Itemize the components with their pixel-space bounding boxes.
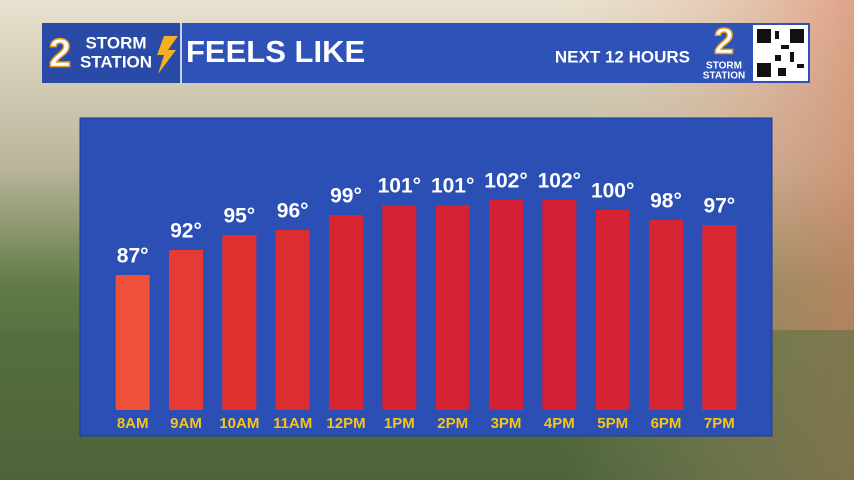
value-label: 99° <box>330 185 362 208</box>
bar <box>329 215 363 410</box>
chart-subtitle: NEXT 12 HOURS <box>555 47 690 66</box>
bar <box>489 200 523 410</box>
value-label: 87° <box>117 245 149 268</box>
logo-number: 2 <box>49 32 71 76</box>
value-label: 100° <box>591 180 634 203</box>
x-tick-label: 5PM <box>597 415 628 432</box>
logo-line1: STORM <box>706 61 742 72</box>
x-tick-label: 4PM <box>544 415 575 432</box>
x-tick-label: 9AM <box>170 415 202 432</box>
x-tick-label: 7PM <box>704 415 735 432</box>
value-label: 101° <box>431 175 474 198</box>
logo-line2: STATION <box>703 71 745 82</box>
value-label: 101° <box>378 175 421 198</box>
x-tick-label: 1PM <box>384 415 415 432</box>
bar <box>275 230 310 410</box>
x-tick-label: 12PM <box>326 415 365 432</box>
x-tick-label: 2PM <box>437 415 468 432</box>
x-tick-label: 10AM <box>219 415 259 432</box>
bar <box>115 275 150 410</box>
value-label: 95° <box>223 205 255 228</box>
value-label: 97° <box>703 195 735 218</box>
bar <box>222 235 257 410</box>
value-label: 102° <box>538 170 581 193</box>
qr-pattern <box>757 29 804 77</box>
bar <box>595 210 630 410</box>
value-label: 96° <box>277 200 309 223</box>
bar <box>649 220 683 410</box>
bar <box>435 205 470 410</box>
bar <box>702 225 737 410</box>
x-tick-label: 11AM <box>273 415 312 432</box>
logo-line2: STATION <box>80 52 152 71</box>
chart-title: FEELS LIKE <box>186 34 365 69</box>
value-label: 102° <box>484 170 527 193</box>
x-tick-label: 8AM <box>117 415 149 432</box>
logo-number: 2 <box>714 21 734 62</box>
x-tick-label: 6PM <box>651 415 682 432</box>
bar <box>382 205 417 410</box>
x-tick-label: 3PM <box>491 415 522 432</box>
value-label: 92° <box>170 220 202 243</box>
logo-bolt <box>157 36 178 74</box>
value-label: 98° <box>650 190 682 213</box>
bar <box>169 250 203 410</box>
bar <box>542 200 577 410</box>
logo-line1: STORM <box>85 33 146 52</box>
